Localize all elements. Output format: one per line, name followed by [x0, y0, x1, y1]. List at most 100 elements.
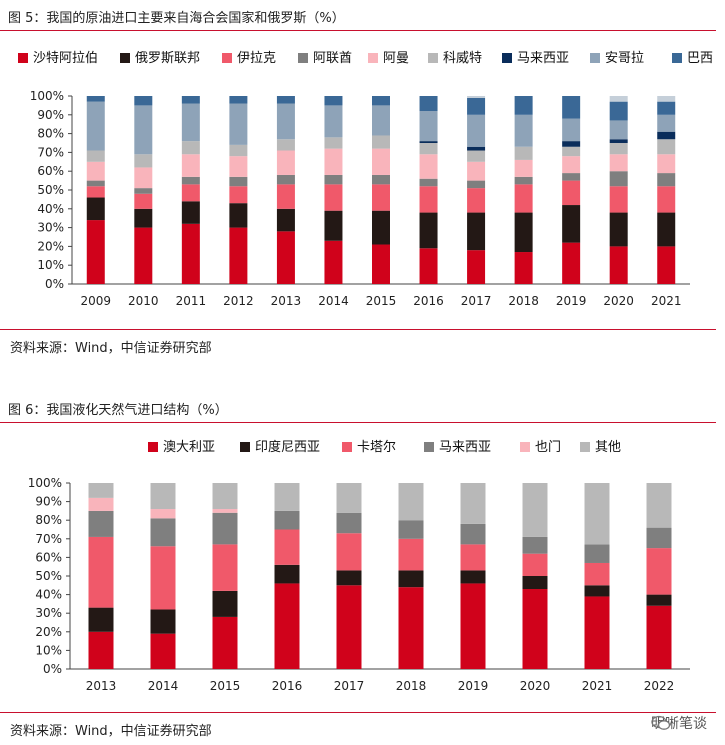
bar-segment	[514, 184, 533, 213]
x-tick-label: 2013	[271, 294, 302, 308]
y-tick-label: 70%	[37, 145, 64, 159]
y-axis: 0% 10% 20% 30% 40% 50% 60% 70% 80% 90% 100%	[30, 89, 72, 291]
bar-segment	[86, 150, 105, 162]
legend-label: 俄罗斯联邦	[135, 51, 200, 66]
bar-segment	[657, 246, 676, 284]
bar-segment	[562, 141, 581, 147]
bar-segment	[514, 159, 533, 177]
watermark: 明晰笔谈	[651, 713, 707, 733]
y-tick-label: 50%	[37, 183, 64, 197]
bar-segment	[514, 212, 533, 253]
bar-segment	[212, 616, 238, 669]
bar-segment	[229, 103, 248, 145]
bar-segment	[229, 144, 248, 157]
bar-segment	[324, 184, 343, 211]
bar-segment	[276, 96, 295, 104]
bar-segment	[372, 184, 390, 211]
bar-segment	[562, 173, 581, 181]
x-tick-label: 2016	[413, 294, 444, 308]
bar-segment	[276, 139, 295, 151]
bar-segment	[372, 148, 390, 175]
bar-segment	[398, 570, 424, 588]
bar-segment	[419, 96, 438, 112]
bar-segment	[324, 174, 343, 185]
legend-label: 印度尼西亚	[255, 439, 320, 455]
bar-segment	[657, 139, 676, 155]
bar-segment	[150, 546, 176, 610]
bar-segment	[609, 186, 628, 213]
bar-segment	[86, 197, 105, 221]
bar-segment	[467, 97, 486, 115]
bar-segment	[372, 105, 390, 136]
bar-segment	[88, 607, 114, 632]
y-tick-label: 90%	[37, 108, 64, 122]
bar-segment	[419, 212, 438, 249]
legend-label: 伊拉克	[237, 51, 276, 66]
legend-swatch	[590, 53, 600, 63]
bar-segment	[324, 96, 343, 106]
bar-segment	[398, 483, 424, 521]
y-tick-label: 40%	[37, 202, 64, 216]
y-tick-label: 20%	[37, 239, 64, 253]
legend-swatch	[672, 53, 682, 63]
bar-segment	[134, 188, 153, 194]
bar-segment	[88, 631, 114, 669]
legend: 沙特阿拉伯俄罗斯联邦伊拉克阿联酋阿曼科威特马来西亚安哥拉巴西挪威	[18, 50, 713, 66]
bar-segment	[562, 156, 581, 174]
bar-segment	[276, 174, 295, 185]
bar-segment	[646, 594, 672, 606]
y-tick-label: 100%	[28, 476, 62, 490]
figure-6-top-rule	[0, 422, 716, 423]
bar-segment	[276, 184, 295, 209]
bar-segment	[609, 101, 628, 121]
bar-segment	[514, 114, 533, 147]
bar-segment	[274, 564, 300, 584]
x-tick-label: 2016	[272, 679, 303, 693]
bar-segment	[86, 101, 105, 151]
bar-segment	[372, 96, 390, 106]
bar-segment	[134, 208, 153, 228]
y-tick-label: 40%	[35, 588, 62, 602]
bar-segment	[657, 154, 676, 174]
bar-segment	[324, 148, 343, 175]
y-tick-label: 10%	[35, 643, 62, 657]
bar-segment	[609, 120, 628, 140]
y-tick-label: 60%	[35, 550, 62, 564]
bar-segment	[336, 585, 362, 669]
figure-6-source: 资料来源：Wind，中信证券研究部	[10, 724, 212, 739]
x-tick-label: 2009	[80, 294, 111, 308]
bar-segment	[398, 587, 424, 669]
figure-5-bottom-rule	[0, 329, 716, 330]
bar-segment	[86, 180, 105, 187]
legend-label: 科威特	[443, 51, 482, 66]
bar-segment	[86, 161, 105, 181]
legend-label: 阿联酋	[313, 50, 352, 66]
bar-segment	[86, 96, 105, 102]
legend-label: 巴西	[687, 51, 713, 66]
bar-segment	[229, 227, 248, 284]
x-tick-label: 2022	[644, 679, 675, 693]
bar-segment	[467, 250, 486, 284]
legend-swatch	[240, 442, 250, 452]
figure-5-source: 资料来源：Wind，中信证券研究部	[10, 341, 212, 356]
legend-label: 马来西亚	[517, 51, 569, 66]
bar-segment	[584, 562, 610, 586]
legend-label: 澳大利亚	[163, 439, 215, 455]
bar-segment	[324, 137, 343, 149]
bar-segment	[562, 205, 581, 243]
bar-segment	[150, 609, 176, 634]
x-tick-label: 2010	[128, 294, 159, 308]
bar-segment	[657, 114, 676, 132]
bar-segment	[467, 212, 486, 251]
legend-label: 卡塔尔	[357, 440, 396, 455]
bar-segment	[181, 103, 200, 142]
bar-segment	[562, 180, 581, 206]
bar-segment	[584, 483, 610, 545]
bar-segment	[609, 212, 628, 247]
bar-segment	[276, 231, 295, 284]
bar-segment	[514, 96, 533, 115]
bar-segment	[274, 483, 300, 511]
bar-segment	[467, 96, 486, 98]
bar-segment	[181, 176, 200, 185]
y-tick-label: 0%	[45, 277, 64, 291]
